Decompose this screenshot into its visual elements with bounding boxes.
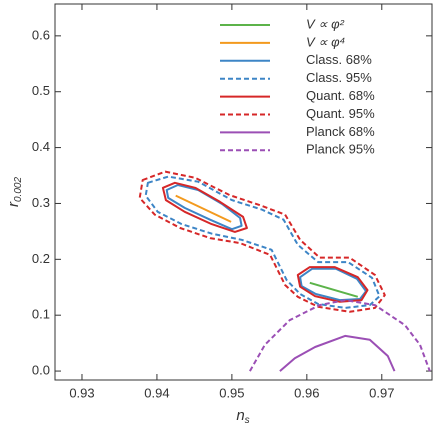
y-tick-label: 0.3	[32, 195, 50, 210]
y-tick-label: 0.1	[32, 307, 50, 322]
y-tick-label: 0.5	[32, 83, 50, 98]
legend-label: V ∝ φ²	[306, 16, 345, 31]
y-tick-label: 0.4	[32, 139, 50, 154]
contour-line	[309, 281, 359, 298]
legend-label: Quant. 95%	[306, 106, 375, 121]
contour-line	[138, 170, 386, 313]
y-axis-label: r0.002	[5, 177, 24, 207]
x-tick-label: 0.94	[144, 385, 169, 400]
x-tick-label: 0.95	[219, 385, 244, 400]
y-tick-label: 0.2	[32, 251, 50, 266]
y-tick-label: 0.0	[32, 362, 50, 377]
contour-line	[175, 194, 232, 223]
legend-label: Planck 68%	[306, 124, 375, 139]
contour-line	[144, 175, 381, 309]
y-tick-label: 0.6	[32, 27, 50, 42]
legend-label: Quant. 68%	[306, 88, 375, 103]
contour-line	[279, 334, 396, 372]
legend-label: Class. 95%	[306, 70, 372, 85]
x-axis-label: ns	[236, 407, 249, 426]
legend-label: Class. 68%	[306, 52, 372, 67]
plot-frame	[54, 3, 433, 381]
contour-line	[165, 184, 367, 302]
legend-label: Planck 95%	[306, 142, 375, 157]
legend-label: V ∝ φ⁴	[306, 34, 345, 49]
contour-line	[161, 181, 369, 303]
x-tick-label: 0.97	[369, 385, 394, 400]
x-tick-label: 0.96	[294, 385, 319, 400]
x-tick-label: 0.93	[69, 385, 94, 400]
contour-line	[249, 299, 431, 372]
